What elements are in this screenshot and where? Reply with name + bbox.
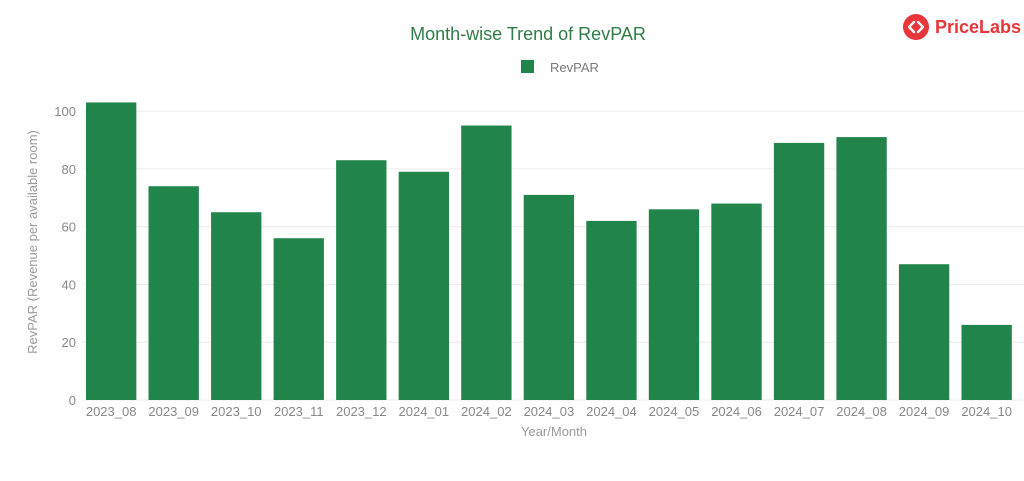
x-axis-ticks: 2023_08 2023_09 2023_10 2023_11 2023_12 2024_… <box>86 404 1012 419</box>
x-tick-label: 2024_09 <box>899 404 950 419</box>
bar-2023_09[interactable] <box>148 186 199 400</box>
legend-label: RevPAR <box>550 60 599 75</box>
y-tick-label: 100 <box>54 104 76 119</box>
bar-2024_05[interactable] <box>648 209 700 400</box>
x-axis-label: Year/Month <box>521 424 587 439</box>
bar-2024_03[interactable] <box>523 194 575 400</box>
x-tick-label: 2023_08 <box>86 404 137 419</box>
legend[interactable]: RevPAR <box>521 60 599 75</box>
bar-2024_04[interactable] <box>586 220 637 400</box>
y-tick-label: 60 <box>62 220 76 235</box>
x-tick-label: 2024_03 <box>524 404 575 419</box>
x-tick-label: 2024_02 <box>461 404 512 419</box>
x-tick-label: 2023_11 <box>274 404 324 419</box>
pricelabs-logo-text: PriceLabs <box>935 16 1022 37</box>
x-tick-label: 2024_07 <box>774 404 825 419</box>
y-tick-label: 0 <box>69 393 76 408</box>
bar-2023_12[interactable] <box>336 160 387 400</box>
bar-2024_01[interactable] <box>398 171 450 400</box>
y-tick-label: 20 <box>62 335 76 350</box>
y-tick-label: 40 <box>62 277 76 292</box>
y-tick-label: 80 <box>62 162 76 177</box>
bar-2023_10[interactable] <box>211 212 262 400</box>
x-tick-label: 2024_10 <box>961 404 1012 419</box>
bar-2024_02[interactable] <box>461 125 512 400</box>
x-tick-label: 2023_12 <box>336 404 387 419</box>
bars <box>86 102 1012 401</box>
bar-2023_08[interactable] <box>86 102 137 400</box>
bar-2023_11[interactable] <box>273 238 324 400</box>
x-tick-label: 2024_01 <box>399 404 450 419</box>
bar-2024_10[interactable] <box>961 324 1012 400</box>
bar-2024_09[interactable] <box>898 264 950 400</box>
x-tick-label: 2024_04 <box>586 404 637 419</box>
x-tick-label: 2024_06 <box>711 404 762 419</box>
x-tick-label: 2024_05 <box>649 404 700 419</box>
bar-2024_08[interactable] <box>836 137 887 401</box>
x-tick-label: 2024_08 <box>836 404 887 419</box>
y-axis-label: RevPAR (Revenue per available room) <box>25 130 40 354</box>
legend-swatch <box>521 60 534 73</box>
pricelabs-logo: PriceLabs <box>903 14 1021 40</box>
x-tick-label: 2023_09 <box>148 404 199 419</box>
x-tick-label: 2023_10 <box>211 404 262 419</box>
pricelabs-logo-icon <box>903 14 929 40</box>
y-axis-ticks: 0 20 40 60 80 100 <box>54 104 76 408</box>
bar-2024_07[interactable] <box>773 142 825 400</box>
chart-title: Month-wise Trend of RevPAR <box>410 24 646 44</box>
bar-2024_06[interactable] <box>711 203 762 400</box>
